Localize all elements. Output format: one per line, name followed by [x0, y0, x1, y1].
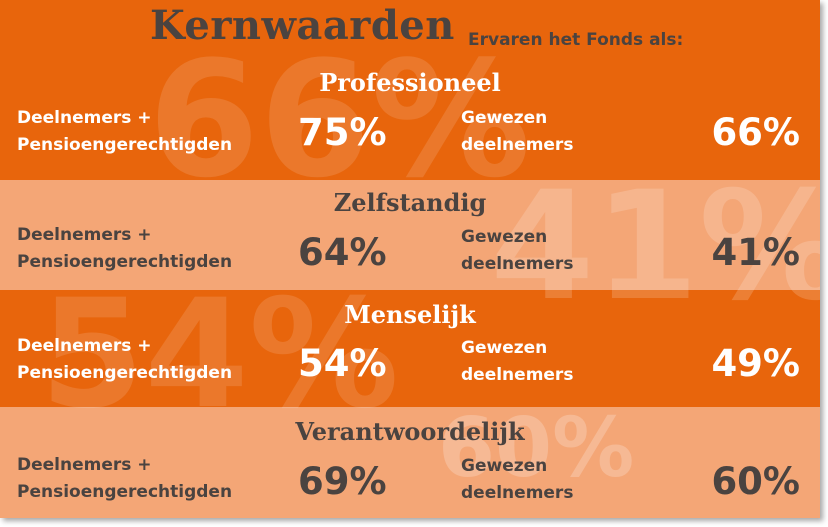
page-title: Kernwaarden — [150, 2, 455, 49]
left-label-line2: Pensioengerechtigden — [17, 482, 233, 502]
page-subtitle: Ervaren het Fonds als: — [468, 30, 684, 50]
section-band-verantwoordelijk — [0, 407, 820, 518]
right-label-line1: Gewezen — [461, 338, 548, 358]
left-value-verantwoordelijk: 69% — [298, 460, 387, 503]
section-title-zelfstandig: Zelfstandig — [333, 188, 487, 217]
left-label-line1: Deelnemers + — [17, 225, 152, 245]
right-label-line1: Gewezen — [461, 456, 548, 476]
right-label-line2: deelnemers — [461, 483, 574, 503]
right-value-menselijk: 49% — [711, 342, 800, 385]
section-title-professioneel: Professioneel — [319, 68, 501, 97]
left-label-professioneel: Deelnemers + Pensioengerechtigden — [17, 105, 232, 159]
right-label-line1: Gewezen — [461, 108, 548, 128]
right-label-line2: deelnemers — [461, 135, 574, 155]
left-label-line2: Pensioengerechtigden — [17, 135, 233, 155]
right-value-verantwoordelijk: 60% — [711, 460, 800, 503]
left-value-menselijk: 54% — [298, 342, 387, 385]
left-label-line2: Pensioengerechtigden — [17, 252, 233, 272]
right-label-zelfstandig: Gewezen deelnemers — [461, 224, 573, 278]
watermark-verantwoordelijk: 60% — [438, 401, 635, 496]
left-label-menselijk: Deelnemers + Pensioengerechtigden — [17, 333, 232, 387]
left-label-line1: Deelnemers + — [17, 108, 152, 128]
section-band-zelfstandig — [0, 180, 820, 290]
right-label-line2: deelnemers — [461, 254, 574, 274]
left-label-line2: Pensioengerechtigden — [17, 363, 233, 383]
left-label-zelfstandig: Deelnemers + Pensioengerechtigden — [17, 222, 232, 276]
left-label-verantwoordelijk: Deelnemers + Pensioengerechtigden — [17, 452, 232, 506]
watermark-menselijk: 54% — [40, 268, 400, 442]
right-label-menselijk: Gewezen deelnemers — [461, 335, 573, 389]
right-value-professioneel: 66% — [711, 111, 800, 154]
watermark-zelfstandig: 41% — [490, 160, 820, 334]
watermark-professioneel: 66% — [148, 26, 531, 213]
kernwaarden-infographic: 66% 41% 54% 60% Kernwaarden Ervaren het … — [0, 0, 820, 518]
right-value-zelfstandig: 41% — [711, 231, 800, 274]
section-title-menselijk: Menselijk — [344, 300, 476, 329]
section-title-verantwoordelijk: Verantwoordelijk — [295, 417, 525, 446]
left-value-professioneel: 75% — [298, 111, 387, 154]
right-label-line1: Gewezen — [461, 227, 548, 247]
section-band-menselijk — [0, 290, 820, 407]
left-value-zelfstandig: 64% — [298, 231, 387, 274]
right-label-professioneel: Gewezen deelnemers — [461, 105, 573, 159]
left-label-line1: Deelnemers + — [17, 336, 152, 356]
right-label-verantwoordelijk: Gewezen deelnemers — [461, 453, 573, 507]
right-label-line2: deelnemers — [461, 365, 574, 385]
section-band-professioneel — [0, 0, 820, 180]
left-label-line1: Deelnemers + — [17, 455, 152, 475]
